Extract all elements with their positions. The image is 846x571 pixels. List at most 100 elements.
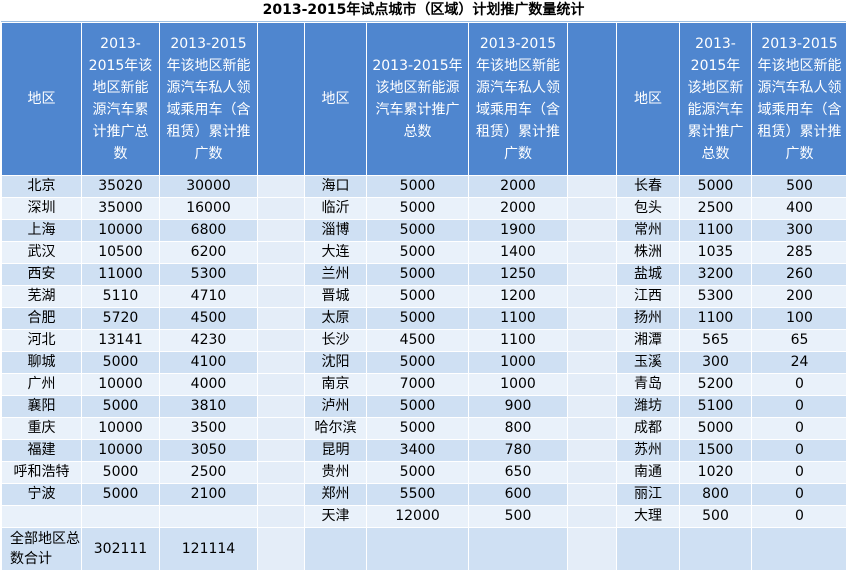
empty-cell[interactable] [567,373,617,396]
total-cell[interactable]: 4500 [366,329,469,352]
region-cell[interactable]: 深圳 [1,197,82,220]
total-cell[interactable]: 5000 [81,351,160,374]
empty-cell[interactable] [257,219,305,242]
region-cell[interactable]: 玉溪 [616,351,680,374]
region-cell[interactable]: 太原 [304,307,367,330]
private-cell[interactable]: 4000 [159,373,258,396]
empty-cell[interactable] [567,351,617,374]
col-header-empty[interactable] [257,22,305,176]
empty-cell[interactable] [567,527,617,571]
private-cell[interactable]: 780 [468,439,568,462]
private-cell[interactable]: 260 [751,263,846,286]
total-cell[interactable]: 5000 [679,417,752,440]
private-cell[interactable]: 3500 [159,417,258,440]
region-cell[interactable]: 湘潭 [616,329,680,352]
empty-cell[interactable] [304,527,367,571]
totals-label[interactable]: 全部地区总数合计 [1,527,82,571]
region-cell[interactable]: 长春 [616,175,680,198]
region-cell[interactable]: 呼和浩特 [1,461,82,484]
empty-cell[interactable] [257,483,305,506]
region-cell[interactable]: 成都 [616,417,680,440]
private-cell[interactable]: 0 [751,483,846,506]
total-cell[interactable]: 10000 [81,373,160,396]
empty-cell[interactable] [567,241,617,264]
totals-total[interactable]: 302111 [81,527,160,571]
private-cell[interactable]: 1000 [468,373,568,396]
region-cell[interactable]: 盐城 [616,263,680,286]
region-cell[interactable]: 晋城 [304,285,367,308]
col-header-private[interactable]: 2013-2015年该地区新能源汽车私人领域乘用车（含租赁）累计推广数 [751,22,846,176]
total-cell[interactable]: 5000 [366,197,469,220]
region-cell[interactable]: 丽江 [616,483,680,506]
total-cell[interactable]: 10000 [81,417,160,440]
total-cell[interactable]: 5000 [366,307,469,330]
region-cell[interactable]: 包头 [616,197,680,220]
empty-cell[interactable] [257,285,305,308]
empty-cell[interactable] [567,417,617,440]
private-cell[interactable]: 0 [751,505,846,528]
private-cell[interactable]: 65 [751,329,846,352]
total-cell[interactable]: 10000 [81,439,160,462]
empty-cell[interactable] [567,461,617,484]
private-cell[interactable]: 3810 [159,395,258,418]
private-cell[interactable]: 16000 [159,197,258,220]
region-cell[interactable]: 武汉 [1,241,82,264]
empty-cell[interactable] [567,285,617,308]
total-cell[interactable]: 5100 [679,395,752,418]
total-cell[interactable]: 7000 [366,373,469,396]
private-cell[interactable]: 500 [751,175,846,198]
total-cell[interactable]: 5500 [366,483,469,506]
region-cell[interactable]: 北京 [1,175,82,198]
region-cell[interactable]: 潍坊 [616,395,680,418]
col-header-region[interactable]: 地区 [304,22,367,176]
col-header-total[interactable]: 2013-2015年该地区新能源汽车累计推广总数 [81,22,160,176]
total-cell[interactable]: 11000 [81,263,160,286]
private-cell[interactable]: 2500 [159,461,258,484]
private-cell[interactable]: 4500 [159,307,258,330]
region-cell[interactable]: 福建 [1,439,82,462]
region-cell[interactable]: 河北 [1,329,82,352]
region-cell[interactable]: 广州 [1,373,82,396]
region-cell[interactable]: 青岛 [616,373,680,396]
total-cell[interactable]: 300 [679,351,752,374]
region-cell[interactable]: 大连 [304,241,367,264]
private-cell[interactable]: 400 [751,197,846,220]
empty-cell[interactable] [679,527,752,571]
total-cell[interactable]: 5000 [81,395,160,418]
total-cell[interactable]: 1500 [679,439,752,462]
region-cell[interactable]: 扬州 [616,307,680,330]
empty-cell[interactable] [567,307,617,330]
total-cell[interactable]: 5720 [81,307,160,330]
col-header-private[interactable]: 2013-2015年该地区新能源汽车私人领域乘用车（含租赁）累计推广数 [159,22,258,176]
empty-cell[interactable] [567,395,617,418]
private-cell[interactable]: 100 [751,307,846,330]
empty-cell[interactable] [257,505,305,528]
col-header-region[interactable]: 地区 [616,22,680,176]
private-cell[interactable]: 0 [751,395,846,418]
private-cell[interactable]: 24 [751,351,846,374]
private-cell[interactable]: 600 [468,483,568,506]
total-cell[interactable]: 13141 [81,329,160,352]
empty-cell[interactable] [567,505,617,528]
private-cell[interactable]: 1000 [468,351,568,374]
region-cell[interactable]: 株洲 [616,241,680,264]
region-cell[interactable]: 聊城 [1,351,82,374]
private-cell[interactable]: 1900 [468,219,568,242]
empty-cell[interactable] [567,329,617,352]
total-cell[interactable]: 5000 [366,241,469,264]
empty-cell[interactable] [468,527,568,571]
private-cell[interactable]: 500 [468,505,568,528]
empty-cell[interactable] [567,439,617,462]
empty-cell[interactable] [751,527,846,571]
private-cell[interactable]: 1250 [468,263,568,286]
total-cell[interactable]: 35000 [81,197,160,220]
total-cell[interactable]: 5000 [81,461,160,484]
total-cell[interactable]: 565 [679,329,752,352]
private-cell[interactable]: 2000 [468,175,568,198]
private-cell[interactable]: 4710 [159,285,258,308]
empty-cell[interactable] [257,439,305,462]
total-cell[interactable]: 12000 [366,505,469,528]
col-header-total[interactable]: 2013-2015年该地区新能源汽车累计推广总数 [679,22,752,176]
empty-cell[interactable] [257,197,305,220]
region-cell[interactable]: 淄博 [304,219,367,242]
